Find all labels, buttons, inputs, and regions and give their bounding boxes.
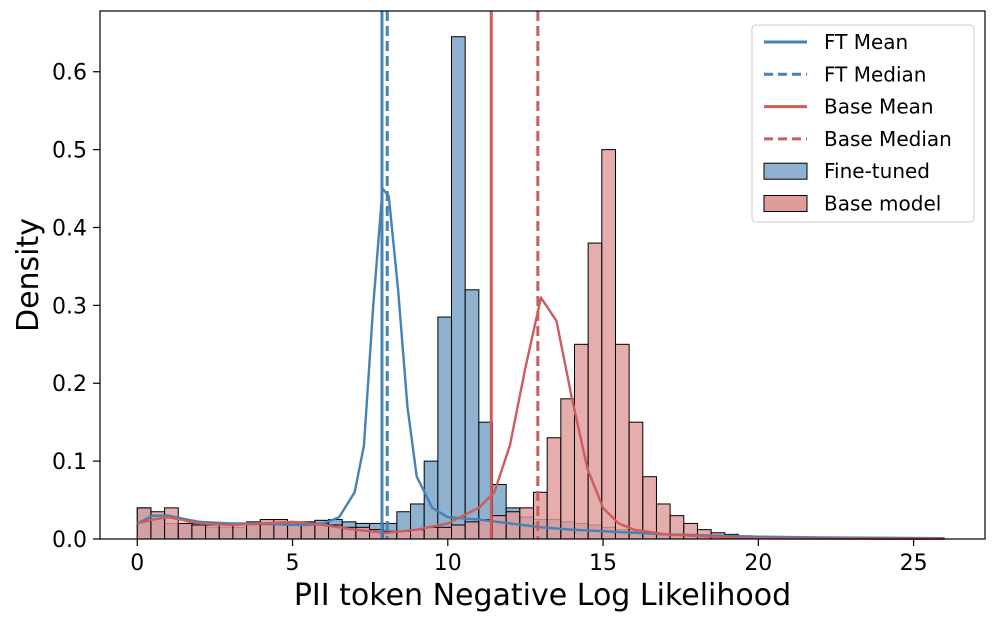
x-tick-label: 25 [900,551,928,576]
y-tick-label: 0.2 [52,372,87,397]
x-tick-label: 0 [130,551,144,576]
base-model-bar-36 [628,421,644,540]
y-tick-label: 0.5 [52,139,87,164]
y-axis-title: Density [11,218,46,332]
legend: FT Mean FT Median Base Mean Base Median Fine… [751,24,975,223]
fine-tuned-bar-23 [451,36,466,540]
y-tick-label: 0.1 [52,450,87,475]
base-model-bar-3 [177,522,193,540]
x-tick-label: 10 [434,551,462,576]
base-model-bar-35 [614,343,630,540]
reference-lines [380,11,540,539]
y-tick-label: 0.3 [52,294,87,319]
x-tick-label: 5 [286,551,300,576]
base-model-bar-31 [560,398,575,540]
base-model-bar-2 [164,507,179,540]
fine-tuned-bars [136,36,808,540]
legend-swatch [763,195,808,212]
legend-swatch [763,162,808,180]
legend-label: Base Mean [824,95,934,119]
base-model-bar-24 [464,521,480,540]
x-axis-title: PII token Negative Log Likelihood [294,578,791,613]
fine-tuned-kde-line [136,187,945,540]
base-model-bar-4 [191,524,207,540]
base-model-bar-5 [205,524,220,540]
base-model-kde-line [136,296,945,541]
legend-label: Fine-tuned [824,159,930,183]
kde-curves [136,187,945,541]
fine-tuned-bar-24 [464,289,480,540]
x-axis-ticks: 0 5 10 15 20 25 [130,539,928,576]
x-tick-label: 15 [589,551,617,576]
plot-frame [99,10,986,540]
base-model-bar-22 [437,526,453,540]
base-model-bar-29 [532,491,548,540]
x-tick-label: 20 [744,551,772,576]
fine-tuned-bar-22 [437,316,453,540]
base-model-bar-34 [601,149,616,540]
legend-label: Base Median [824,127,952,151]
base-model-bar-23 [451,524,466,540]
y-axis-ticks: 0.0 0.1 0.2 0.3 0.4 0.5 0.6 [52,61,100,553]
y-tick-label: 0.0 [52,528,87,553]
base-model-bar-21 [423,526,439,540]
base-model-bar-26 [492,515,507,540]
base-model-bar-37 [642,476,657,540]
legend-label: FT Mean [824,30,908,54]
base-model-bar-6 [218,524,234,540]
base-model-bar-33 [587,242,603,540]
legend-label: FT Median [824,62,926,86]
y-tick-label: 0.6 [52,61,87,86]
legend-label: Base model [824,192,941,216]
base-model-bar-30 [546,437,562,540]
base-model-bar-28 [519,507,534,540]
y-tick-label: 0.4 [52,216,87,241]
